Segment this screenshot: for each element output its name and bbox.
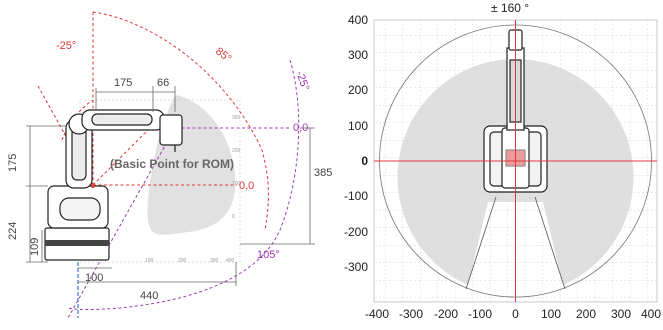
svg-text:-300: -300 (344, 260, 368, 274)
side-grid-numbers: 300 200 100 0 100 200 300 400 (145, 115, 241, 264)
svg-text:400: 400 (348, 13, 368, 27)
svg-text:200: 200 (232, 148, 241, 154)
svg-text:-300: -300 (399, 307, 423, 321)
rotation-range-label: ± 160 ° (491, 1, 529, 15)
svg-text:0: 0 (512, 307, 519, 321)
svg-text:300: 300 (611, 307, 631, 321)
svg-text:400: 400 (641, 307, 661, 321)
dim-175-top: 175 (114, 77, 132, 89)
svg-text:300: 300 (210, 258, 219, 264)
svg-text:100: 100 (541, 307, 561, 321)
svg-text:200: 200 (178, 258, 187, 264)
x-tick-labels: -400 -300 -200 -100 0 100 200 300 400 (365, 307, 661, 321)
zero-ref-purple: 0,0 (293, 122, 308, 134)
dim-100: 100 (85, 272, 103, 284)
zero-ref-red: 0,0 (239, 180, 254, 192)
svg-text:400: 400 (226, 258, 235, 264)
svg-text:200: 200 (576, 307, 596, 321)
dim-66: 66 (157, 77, 169, 89)
side-dimension-lines (26, 86, 315, 286)
dim-440: 440 (140, 290, 158, 302)
side-purple-limits (67, 59, 300, 319)
angle-label-minus25-red: -25° (56, 40, 76, 52)
svg-text:0: 0 (232, 214, 235, 220)
rotation-limit-lines (465, 196, 566, 290)
top-view: ± 160 ° 400 300 200 100 0 -100 -200 -300… (344, 1, 661, 321)
dim-109: 109 (29, 238, 41, 256)
robot-wrist (159, 114, 183, 146)
svg-text:300: 300 (348, 48, 368, 62)
svg-text:-100: -100 (344, 189, 368, 203)
basic-point-caption: (Basic Point for ROM) (110, 157, 234, 171)
svg-text:-200: -200 (434, 307, 458, 321)
svg-text:100: 100 (348, 119, 368, 133)
robot-base-stripe (45, 240, 109, 246)
y-tick-labels: 400 300 200 100 0 -100 -200 -300 (344, 13, 368, 274)
angle-label-105: 105° (257, 249, 280, 261)
svg-text:-100: -100 (468, 307, 492, 321)
svg-text:100: 100 (232, 181, 241, 187)
svg-text:100: 100 (145, 258, 154, 264)
svg-text:200: 200 (348, 83, 368, 97)
dim-385: 385 (314, 167, 332, 179)
svg-text:300: 300 (232, 115, 241, 121)
side-view: 300 200 100 0 100 200 300 400 -25° 85° -… (7, 11, 332, 319)
svg-text:-400: -400 (365, 307, 389, 321)
svg-text:0: 0 (361, 154, 368, 168)
svg-text:-200: -200 (344, 225, 368, 239)
dim-224: 224 (7, 222, 19, 240)
angle-label-85: 85° (213, 45, 234, 65)
dim-175-left: 175 (7, 154, 19, 172)
robot-side-drawing (44, 109, 183, 261)
side-grid-box (79, 99, 241, 263)
